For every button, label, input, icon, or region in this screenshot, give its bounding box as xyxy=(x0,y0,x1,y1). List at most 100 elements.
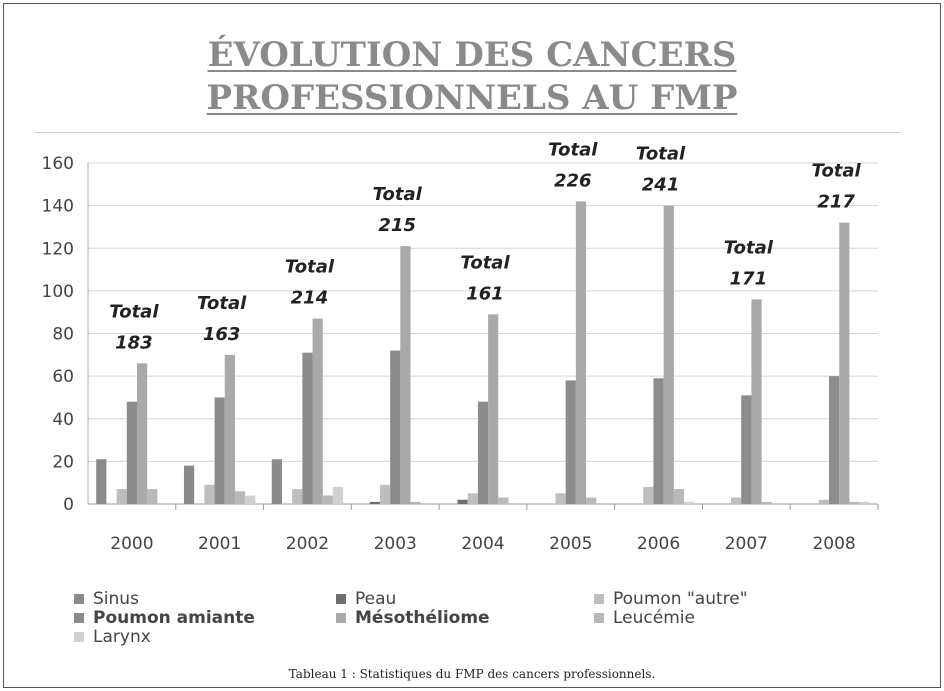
bar-msothliome-2001 xyxy=(224,354,235,504)
bar-leucmie-2000 xyxy=(147,489,158,504)
bar-peau-2004 xyxy=(457,499,468,504)
bar-poumonautre-2004 xyxy=(467,493,478,504)
total-label: Total xyxy=(460,252,510,273)
total-label: Total xyxy=(109,301,159,322)
bar-sinus-2000 xyxy=(96,459,107,504)
bar-peau-2003 xyxy=(369,501,380,504)
total-label: Total xyxy=(636,144,686,165)
total-label: Total xyxy=(197,293,247,314)
x-tick-label: 2001 xyxy=(198,534,241,554)
x-tick-label: 2005 xyxy=(549,534,592,554)
bar-leucmie-2006 xyxy=(673,489,685,504)
y-tick-label: 80 xyxy=(52,325,74,345)
bar-poumonautre-2006 xyxy=(643,486,654,504)
y-tick-label: 120 xyxy=(42,239,74,259)
x-tick-label: 2008 xyxy=(812,534,855,554)
legend-item: Poumon amiante xyxy=(74,608,255,628)
bar-leucmie-2005 xyxy=(586,497,597,504)
y-tick-label: 160 xyxy=(42,154,74,174)
total-label: Total xyxy=(373,184,423,205)
legend-swatch xyxy=(336,594,346,604)
bar-poumonamiante-2004 xyxy=(477,401,489,504)
legend-swatch xyxy=(594,613,604,623)
bar-poumonamiante-2000 xyxy=(126,401,137,504)
total-value: 217 xyxy=(817,192,855,213)
bar-sinus-2002 xyxy=(271,459,282,504)
bar-larynx-2006 xyxy=(684,501,695,504)
legend-label: Leucémie xyxy=(613,608,695,628)
total-value: 171 xyxy=(730,268,768,289)
bar-sinus-2001 xyxy=(183,465,195,504)
legend-swatch xyxy=(594,594,604,604)
x-tick-label: 2004 xyxy=(461,534,504,554)
bar-poumonamiante-2002 xyxy=(302,352,313,504)
bar-larynx-2001 xyxy=(245,495,256,504)
legend-swatch xyxy=(336,613,346,623)
x-tick-label: 2002 xyxy=(286,534,329,554)
total-value: 163 xyxy=(203,324,241,345)
bar-msothliome-2005 xyxy=(575,201,587,505)
bar-msothliome-2000 xyxy=(136,363,148,504)
bar-leucmie-2004 xyxy=(498,497,509,504)
x-tick-label: 2006 xyxy=(637,534,680,554)
bar-msothliome-2004 xyxy=(488,314,499,504)
bar-chart: 0 20 40 60 80 100 120 140 160 2000 Total 183 2001 Tot… xyxy=(42,139,879,554)
legend-item: Leucémie xyxy=(594,608,695,628)
bar-msothliome-2003 xyxy=(400,246,411,504)
total-value: 226 xyxy=(554,170,592,191)
bar-poumonamiante-2006 xyxy=(653,378,664,504)
bar-poumonamiante-2007 xyxy=(741,395,752,504)
legend-item: Larynx xyxy=(74,627,151,647)
bar-poumonautre-2005 xyxy=(555,493,566,504)
bar-poumonautre-2002 xyxy=(292,489,303,504)
total-value: 183 xyxy=(115,332,153,353)
bar-poumonautre-2007 xyxy=(731,497,742,504)
bar-poumonautre-2008 xyxy=(818,499,830,504)
bar-larynx-2002 xyxy=(332,486,344,504)
y-tick-label: 60 xyxy=(52,367,74,387)
bar-poumonautre-2000 xyxy=(116,489,127,504)
x-tick-label: 2007 xyxy=(725,534,768,554)
total-label: Total xyxy=(724,237,774,258)
legend-label: Larynx xyxy=(93,627,151,647)
chart-title: ÉVOLUTION DES CANCERS PROFESSIONNELS AU … xyxy=(4,34,940,120)
y-tick-label: 140 xyxy=(42,197,74,217)
bar-larynx-2008 xyxy=(859,501,870,504)
bar-leucmie-2001 xyxy=(234,491,246,504)
legend-swatch xyxy=(74,613,84,623)
legend-label: Sinus xyxy=(93,589,139,609)
total-label: Total xyxy=(811,161,861,182)
bar-msothliome-2006 xyxy=(663,205,674,504)
x-tick-label: 2003 xyxy=(374,534,417,554)
bar-leucmie-2007 xyxy=(761,501,772,504)
bar-poumonamiante-2001 xyxy=(214,397,225,504)
bar-poumonautre-2001 xyxy=(204,484,215,504)
total-value: 215 xyxy=(378,215,416,236)
legend-label: Mésothéliome xyxy=(355,608,490,628)
total-value: 161 xyxy=(466,283,504,304)
bar-leucmie-2003 xyxy=(410,501,421,504)
legend-label: Poumon amiante xyxy=(93,608,255,628)
y-tick-label: 40 xyxy=(52,410,74,430)
legend-label: Peau xyxy=(355,589,397,609)
bar-msothliome-2007 xyxy=(751,299,762,504)
bar-leucmie-2002 xyxy=(322,495,333,504)
bar-poumonautre-2003 xyxy=(379,484,391,504)
y-tick-label: 20 xyxy=(52,452,74,472)
caption: Tableau 1 : Statistiques du FMP des canc… xyxy=(288,667,656,681)
bar-poumonamiante-2003 xyxy=(390,350,401,504)
total-value: 241 xyxy=(642,175,680,196)
total-label: Total xyxy=(548,139,598,160)
legend-item: Peau xyxy=(336,589,396,609)
total-label: Total xyxy=(285,257,335,278)
bar-msothliome-2008 xyxy=(839,222,850,505)
legend-item: Poumon "autre" xyxy=(594,589,748,609)
title-line-1: ÉVOLUTION DES CANCERS xyxy=(207,35,737,75)
y-tick-label: 0 xyxy=(63,495,74,515)
x-tick-label: 2000 xyxy=(110,534,153,554)
bar-poumonamiante-2008 xyxy=(829,376,840,504)
legend-label: Poumon "autre" xyxy=(613,589,748,609)
legend-swatch xyxy=(74,594,84,604)
bar-leucmie-2008 xyxy=(849,501,860,504)
bar-msothliome-2002 xyxy=(312,318,323,504)
